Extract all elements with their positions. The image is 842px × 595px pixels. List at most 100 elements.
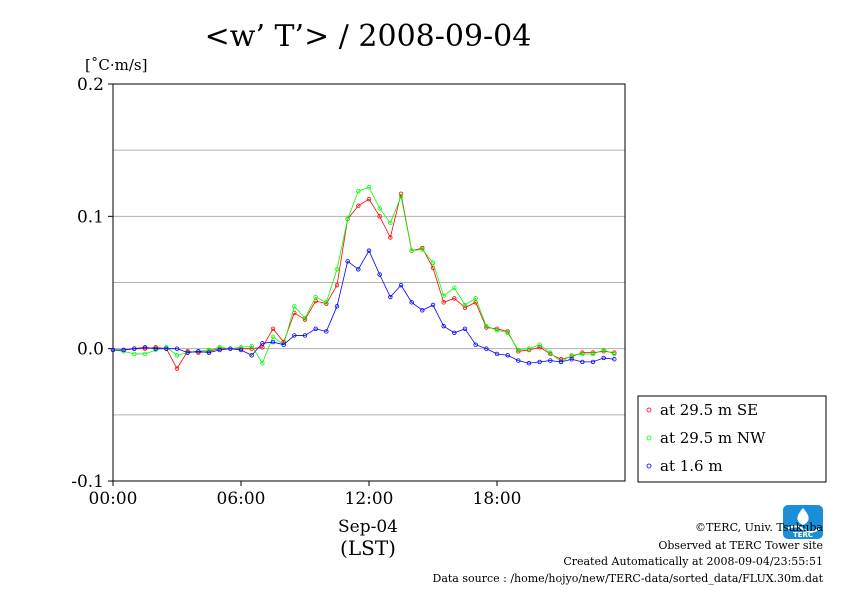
data-point — [196, 349, 201, 354]
data-point — [388, 235, 393, 240]
data-point — [526, 347, 532, 353]
data-point — [270, 326, 276, 332]
data-point — [473, 296, 478, 301]
data-point — [398, 282, 404, 288]
data-point — [484, 346, 489, 351]
data-point — [494, 351, 500, 357]
data-point — [388, 220, 393, 226]
x-tick-label: 00:00 — [89, 489, 138, 509]
data-point — [590, 351, 596, 357]
data-point — [409, 248, 414, 253]
data-point — [420, 247, 425, 252]
data-point — [292, 333, 297, 338]
x-tick-labels: 00:00 06:00 12:00 18:00 — [89, 481, 522, 509]
data-point — [142, 351, 148, 357]
chart-title: <w’ T’> / 2008-09-04 — [205, 19, 532, 54]
data-point — [132, 346, 137, 351]
data-point — [462, 302, 468, 308]
data-point — [452, 330, 457, 335]
data-point — [420, 308, 425, 313]
legend-entry: at 1.6 m — [660, 457, 723, 475]
credit-observed: Observed at TERC Tower site — [658, 539, 823, 552]
data-point — [196, 350, 201, 355]
legend: at 29.5 m SE at 29.5 m NW at 1.6 m — [646, 401, 766, 475]
data-point — [548, 350, 553, 355]
data-point — [494, 326, 500, 332]
data-point — [185, 349, 190, 354]
data-point — [324, 300, 329, 305]
x-axis-label: Sep-04 — [338, 517, 398, 537]
data-point — [324, 329, 329, 334]
y-tick-labels: 0.2 0.1 0.0 -0.1 — [71, 75, 113, 492]
data-point — [558, 359, 564, 365]
data-point — [366, 248, 372, 253]
legend-entry: at 29.5 m NW — [660, 429, 766, 447]
data-point — [580, 359, 585, 365]
data-point — [537, 359, 542, 365]
data-point — [281, 342, 286, 347]
y-tick-label: -0.1 — [71, 472, 104, 492]
data-point — [110, 347, 116, 353]
data-point — [174, 346, 180, 351]
data-point — [377, 272, 382, 277]
data-point — [505, 353, 510, 358]
data-point — [590, 350, 596, 355]
y-tick-label: 0.0 — [77, 340, 104, 360]
data-point — [132, 351, 137, 357]
data-point — [548, 358, 553, 363]
data-point — [153, 346, 158, 351]
legend-entry: at 29.5 m SE — [660, 401, 758, 419]
data-point — [164, 346, 169, 351]
data-point — [292, 304, 297, 309]
data-point — [217, 346, 222, 351]
x-tick-label: 18:00 — [473, 489, 522, 509]
data-point — [430, 302, 436, 308]
data-point — [142, 345, 148, 350]
data-point — [612, 350, 617, 355]
series-line-1 — [112, 186, 615, 365]
data-point — [441, 300, 446, 305]
series-group — [110, 185, 617, 371]
data-point — [142, 346, 148, 351]
data-point — [356, 267, 361, 272]
wave-icon — [786, 525, 820, 533]
data-point — [601, 355, 606, 361]
data-point — [238, 345, 244, 350]
water-drop-icon — [797, 508, 809, 525]
data-point — [612, 351, 617, 357]
credit-created: Created Automatically at 2008-09-04/23:5… — [563, 555, 823, 568]
data-point — [462, 326, 468, 332]
data-point — [249, 353, 254, 358]
data-point — [462, 305, 468, 310]
data-point — [334, 267, 340, 272]
data-point — [217, 347, 222, 353]
data-point — [174, 366, 180, 371]
data-point — [206, 349, 212, 354]
data-point — [601, 349, 606, 354]
data-point — [206, 350, 212, 355]
data-point — [302, 333, 308, 338]
data-point — [516, 358, 521, 363]
data-point — [260, 341, 265, 346]
data-point — [526, 346, 532, 351]
data-point — [484, 323, 489, 329]
legend-marker — [646, 463, 652, 469]
data-point — [612, 357, 617, 362]
data-point — [153, 345, 158, 350]
data-point — [580, 350, 585, 355]
data-point — [334, 282, 340, 288]
data-point — [473, 342, 478, 347]
data-point — [537, 342, 542, 347]
legend-marker — [646, 407, 652, 413]
y-axis-label: [˚C·m/s] — [85, 56, 147, 74]
data-point — [377, 206, 382, 211]
data-point — [569, 357, 574, 362]
data-point — [238, 347, 244, 353]
data-point — [377, 214, 382, 219]
data-point — [452, 296, 457, 301]
data-point — [601, 347, 606, 353]
data-point — [388, 294, 393, 300]
data-point — [206, 347, 212, 353]
x-tick-label: 06:00 — [217, 489, 266, 509]
grid — [113, 149, 625, 416]
